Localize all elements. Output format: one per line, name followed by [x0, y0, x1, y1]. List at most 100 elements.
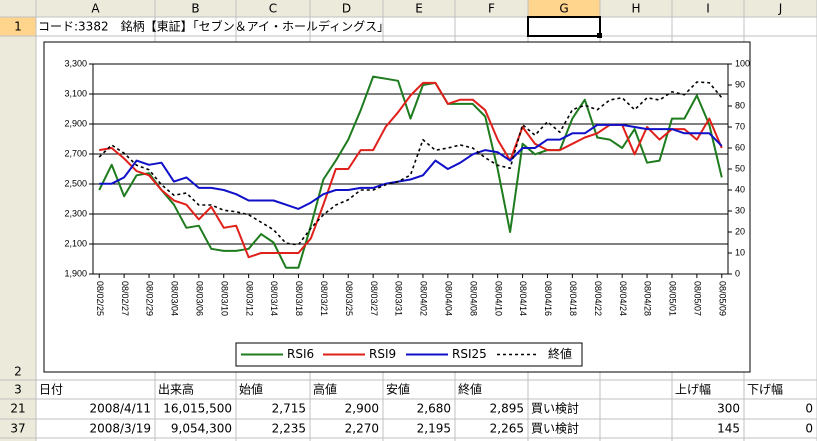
x-tick-label: 08/02/27 [120, 281, 130, 316]
y2-tick-label: 10 [735, 247, 745, 257]
legend-label: RSI25 [452, 347, 487, 361]
x-tick-label: 08/03/25 [344, 281, 354, 316]
title-cell: コード:3382 銘柄【東証】「セブン＆アイ・ホールディングス」 [38, 19, 389, 34]
column-header-bar [0, 0, 817, 17]
x-tick-label: 08/02/25 [95, 281, 105, 316]
y-tick-label: 1,900 [64, 268, 87, 278]
y-tick-label: 2,100 [64, 238, 87, 248]
row-header: 21 [10, 402, 25, 416]
fill-handle[interactable] [597, 33, 602, 38]
data-cell: 2,680 [417, 402, 451, 416]
x-tick-label: 08/02/29 [145, 281, 155, 316]
y2-tick-label: 0 [735, 268, 740, 278]
header-cell: 日付 [39, 383, 63, 397]
y-tick-label: 3,300 [64, 58, 87, 68]
data-cell: 2,895 [490, 402, 524, 416]
x-tick-label: 08/04/22 [593, 281, 603, 316]
series-line [98, 81, 723, 246]
y2-tick-label: 20 [735, 226, 745, 236]
x-tick-label: 08/03/18 [294, 281, 304, 316]
legend-label: RSI6 [287, 347, 314, 361]
selected-cell[interactable] [527, 16, 601, 37]
data-cell: 16,015,500 [163, 402, 232, 416]
data-cell: 2,195 [417, 422, 451, 436]
y-tick-label: 2,900 [64, 118, 87, 128]
data-cell: 2,715 [272, 402, 306, 416]
x-tick-label: 08/05/01 [668, 281, 678, 316]
selected-column-header [528, 0, 600, 17]
column-header: D [342, 2, 351, 16]
x-tick-label: 08/03/27 [369, 281, 379, 316]
column-header: I [706, 2, 710, 16]
data-cell: 0 [805, 402, 813, 416]
series-line [98, 75, 723, 269]
data-cell: 2008/3/19 [89, 422, 151, 436]
legend-label: 終値 [548, 346, 572, 361]
x-tick-label: 08/05/09 [717, 281, 727, 316]
y-tick-label: 2,500 [64, 178, 87, 188]
row-header: 2 [14, 365, 22, 379]
data-cell: 145 [717, 422, 740, 436]
column-header: H [631, 2, 640, 16]
x-tick-label: 08/05/07 [692, 281, 702, 316]
y2-tick-label: 80 [735, 100, 745, 110]
data-cell: 2008/4/11 [89, 402, 151, 416]
header-cell: 上げ幅 [675, 382, 711, 397]
row-header: 3 [14, 383, 22, 397]
x-tick-label: 08/03/12 [244, 281, 254, 316]
x-tick-label: 08/04/18 [568, 281, 578, 316]
x-tick-label: 08/03/21 [319, 281, 329, 316]
y2-tick-label: 60 [735, 142, 745, 152]
y2-tick-label: 50 [735, 163, 745, 173]
data-cell: 買い検討 [531, 421, 579, 436]
row-header: 37 [10, 422, 25, 436]
y2-tick-label: 70 [735, 121, 745, 131]
column-header: C [269, 2, 277, 16]
series-line [99, 123, 723, 210]
y2-tick-label: 30 [735, 205, 745, 215]
plot-area [92, 63, 729, 275]
data-cell: 2,265 [490, 422, 524, 436]
selected-row-header [0, 17, 36, 36]
data-cell: 2,235 [272, 422, 306, 436]
data-cell: 買い検討 [531, 401, 579, 416]
column-header: G [559, 2, 568, 16]
x-tick-label: 08/04/16 [543, 281, 553, 316]
x-tick-label: 08/04/28 [643, 281, 653, 316]
x-tick-label: 08/03/31 [394, 281, 404, 316]
x-tick-label: 08/04/14 [518, 281, 528, 316]
header-cell: 安値 [386, 382, 410, 397]
column-header: B [191, 2, 199, 16]
data-cell: 0 [805, 422, 813, 436]
header-cell: 始値 [239, 382, 263, 397]
y-tick-label: 2,700 [64, 148, 87, 158]
x-tick-label: 08/04/10 [493, 281, 503, 316]
x-tick-label: 08/04/04 [443, 281, 453, 316]
y-tick-label: 2,300 [64, 208, 87, 218]
column-header: E [415, 2, 423, 16]
column-header: F [488, 2, 495, 16]
data-cell: 2,270 [345, 422, 379, 436]
header-cell: 終値 [458, 382, 482, 397]
x-tick-label: 08/03/14 [269, 281, 279, 316]
y-tick-label: 3,100 [64, 88, 87, 98]
data-cell: 2,900 [345, 402, 379, 416]
y2-tick-label: 90 [735, 79, 745, 89]
data-cell: 9,054,300 [171, 422, 232, 436]
row-header-bar [0, 0, 36, 441]
y2-tick-label: 100 [735, 58, 750, 68]
x-tick-label: 08/03/06 [194, 281, 204, 316]
column-header: J [778, 2, 783, 16]
data-cell: 300 [717, 402, 740, 416]
header-cell: 高値 [313, 382, 337, 397]
legend-label: RSI9 [369, 347, 396, 361]
x-tick-label: 08/04/02 [419, 281, 429, 316]
x-tick-label: 08/03/04 [170, 281, 180, 316]
y2-tick-label: 40 [735, 184, 745, 194]
x-tick-label: 08/04/24 [618, 281, 628, 316]
x-tick-label: 08/04/08 [468, 281, 478, 316]
header-cell: 出来高 [158, 382, 194, 397]
x-tick-label: 08/03/10 [219, 281, 229, 316]
header-cell: 下げ幅 [747, 382, 783, 397]
